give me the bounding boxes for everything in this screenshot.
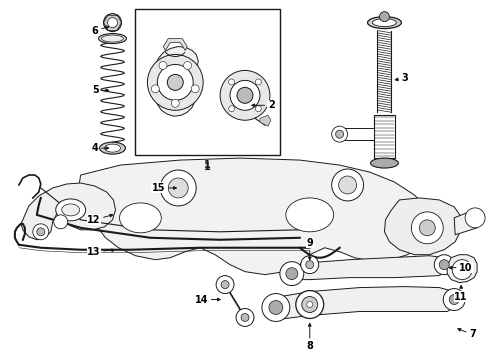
Circle shape	[302, 297, 318, 312]
Circle shape	[191, 85, 199, 93]
Circle shape	[255, 106, 261, 112]
Polygon shape	[290, 256, 447, 280]
Circle shape	[221, 280, 229, 289]
Circle shape	[332, 126, 347, 142]
Circle shape	[151, 85, 159, 93]
Circle shape	[301, 256, 318, 274]
Ellipse shape	[104, 144, 121, 152]
Circle shape	[230, 80, 260, 110]
Circle shape	[216, 276, 234, 293]
Text: 15: 15	[152, 183, 176, 193]
Circle shape	[54, 215, 68, 229]
Text: 1: 1	[204, 162, 211, 172]
Text: 6: 6	[92, 26, 109, 36]
Text: 2: 2	[252, 100, 275, 110]
Text: 11: 11	[454, 285, 468, 302]
Circle shape	[412, 212, 443, 244]
Bar	[135, 9, 280, 155]
Circle shape	[379, 12, 390, 22]
Bar	[342, 128, 373, 140]
Circle shape	[229, 106, 235, 112]
Text: 9: 9	[306, 238, 313, 260]
Circle shape	[37, 228, 45, 236]
Circle shape	[269, 301, 283, 315]
Polygon shape	[454, 210, 479, 235]
Ellipse shape	[98, 33, 126, 44]
Ellipse shape	[101, 35, 123, 42]
Circle shape	[241, 314, 249, 321]
Circle shape	[434, 255, 454, 275]
Text: 8: 8	[306, 323, 313, 351]
Polygon shape	[154, 46, 198, 116]
Text: 4: 4	[92, 143, 109, 153]
Circle shape	[419, 220, 435, 236]
Text: 12: 12	[87, 214, 113, 225]
Text: 10: 10	[449, 263, 473, 273]
Ellipse shape	[62, 204, 80, 216]
Polygon shape	[274, 287, 457, 319]
Circle shape	[172, 99, 179, 107]
Circle shape	[449, 294, 459, 305]
Circle shape	[103, 14, 122, 32]
Circle shape	[157, 64, 193, 100]
Circle shape	[147, 54, 203, 110]
Ellipse shape	[99, 142, 125, 154]
Circle shape	[307, 302, 313, 307]
Circle shape	[336, 130, 343, 138]
Polygon shape	[385, 198, 461, 255]
Polygon shape	[21, 183, 116, 240]
Ellipse shape	[372, 19, 396, 27]
Circle shape	[306, 261, 314, 269]
Text: 14: 14	[195, 294, 220, 305]
Circle shape	[220, 71, 270, 120]
Circle shape	[439, 260, 449, 270]
Text: 7: 7	[458, 328, 476, 339]
Ellipse shape	[368, 17, 401, 28]
Text: 3: 3	[395, 73, 408, 84]
Bar	[373, 115, 395, 158]
Circle shape	[465, 208, 485, 228]
Circle shape	[280, 262, 304, 285]
Text: 5: 5	[92, 85, 109, 95]
Circle shape	[167, 75, 183, 90]
Circle shape	[452, 260, 472, 280]
Ellipse shape	[286, 198, 334, 232]
Circle shape	[107, 18, 118, 28]
Ellipse shape	[370, 158, 398, 168]
Circle shape	[160, 170, 196, 206]
Circle shape	[262, 293, 290, 321]
Circle shape	[286, 268, 298, 280]
Circle shape	[443, 289, 465, 310]
Circle shape	[33, 224, 49, 240]
Ellipse shape	[120, 203, 161, 233]
Text: 13: 13	[87, 247, 115, 257]
Polygon shape	[163, 39, 187, 50]
Ellipse shape	[56, 199, 86, 221]
Circle shape	[184, 62, 192, 69]
Polygon shape	[260, 115, 271, 126]
Text: 1: 1	[204, 160, 211, 170]
Polygon shape	[78, 158, 431, 275]
Circle shape	[237, 87, 253, 103]
Circle shape	[236, 309, 254, 327]
Circle shape	[159, 62, 167, 69]
Circle shape	[168, 178, 188, 198]
Circle shape	[229, 79, 235, 85]
Circle shape	[255, 79, 261, 85]
Polygon shape	[447, 255, 477, 283]
Circle shape	[296, 291, 324, 319]
Circle shape	[339, 176, 357, 194]
Circle shape	[332, 169, 364, 201]
